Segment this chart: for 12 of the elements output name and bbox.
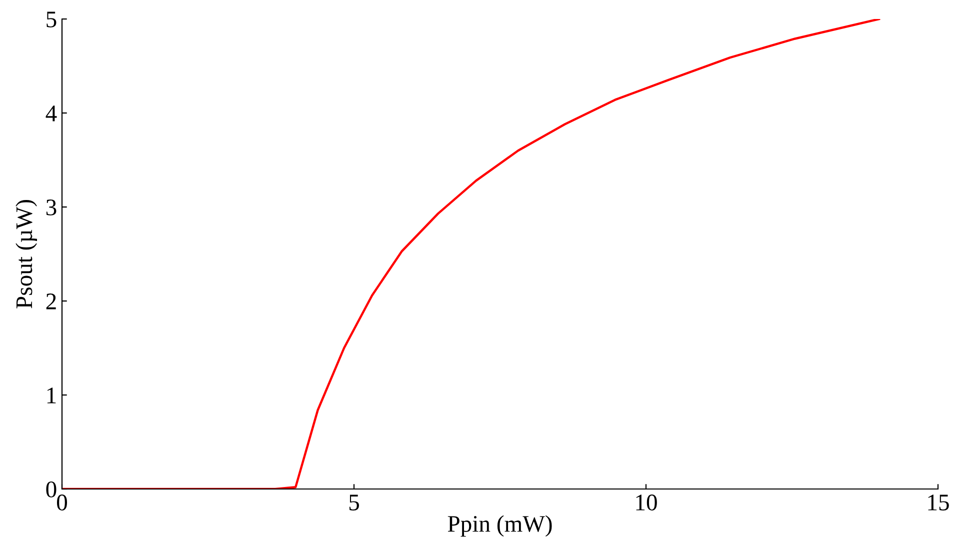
x-axis-title: Ppin (mW) (448, 515, 552, 537)
y-tick-label: 5 (46, 12, 56, 28)
x-tick-label: 15 (928, 494, 949, 510)
y-tick-label: 2 (46, 294, 56, 310)
y-tick-label: 1 (47, 388, 56, 404)
x-tick-label: 0 (56, 494, 68, 510)
x-tick-label: 10 (636, 494, 657, 510)
x-tick-label: 5 (349, 494, 359, 510)
y-tick-label: 0 (46, 481, 56, 498)
y-tick-label: 4 (46, 106, 57, 122)
y-tick-label: 3 (46, 200, 56, 216)
y-axis-title: Psout (µW) (16, 200, 37, 308)
